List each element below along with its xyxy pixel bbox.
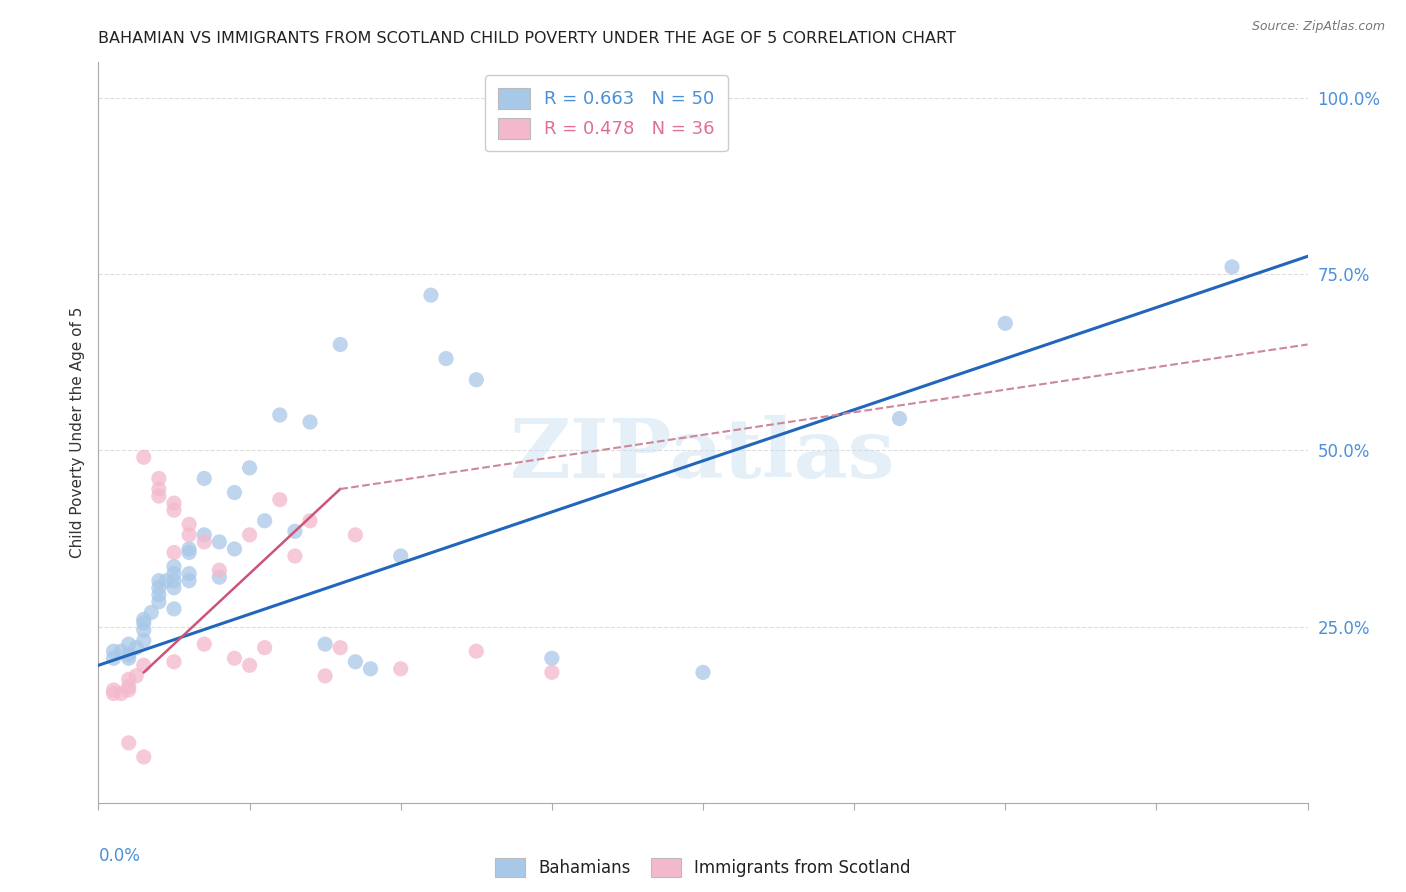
Point (540, 665, 562, 680)
Point (103, 686, 125, 700)
Point (284, 549, 307, 563)
Text: ZIPatlas: ZIPatlas (510, 415, 896, 495)
Point (110, 644, 132, 658)
Point (148, 574, 170, 588)
Point (239, 658, 262, 673)
Point (110, 686, 132, 700)
Point (132, 633, 155, 648)
Point (224, 541, 246, 556)
Point (148, 588, 170, 602)
Point (141, 606, 163, 620)
Point (118, 637, 141, 651)
Point (132, 658, 155, 673)
Point (118, 683, 141, 698)
Point (132, 750, 155, 764)
Point (994, 316, 1017, 330)
Point (163, 545, 186, 559)
Point (208, 535, 231, 549)
Point (420, 288, 443, 302)
Point (118, 651, 141, 665)
Point (103, 644, 125, 658)
Point (314, 669, 336, 683)
Point (284, 524, 307, 539)
Point (179, 517, 201, 532)
Point (179, 574, 201, 588)
Point (329, 337, 352, 351)
Point (179, 545, 201, 559)
Point (253, 640, 276, 655)
Point (132, 623, 155, 637)
Point (163, 503, 186, 517)
Point (163, 559, 186, 574)
Point (103, 651, 125, 665)
Legend: R = 0.663   N = 50, R = 0.478   N = 36: R = 0.663 N = 50, R = 0.478 N = 36 (485, 75, 728, 151)
Point (193, 637, 215, 651)
Point (125, 640, 148, 655)
Text: 0.0%: 0.0% (98, 847, 141, 865)
Legend: Bahamians, Immigrants from Scotland: Bahamians, Immigrants from Scotland (488, 851, 918, 884)
Point (148, 489, 170, 503)
Point (299, 514, 322, 528)
Point (692, 665, 714, 680)
Point (118, 673, 141, 687)
Point (118, 680, 141, 694)
Point (179, 566, 201, 581)
Point (125, 669, 148, 683)
Point (132, 450, 155, 465)
Point (163, 655, 186, 669)
Point (253, 514, 276, 528)
Point (155, 574, 177, 588)
Text: BAHAMIAN VS IMMIGRANTS FROM SCOTLAND CHILD POVERTY UNDER THE AGE OF 5 CORRELATIO: BAHAMIAN VS IMMIGRANTS FROM SCOTLAND CHI… (98, 31, 956, 46)
Point (360, 662, 382, 676)
Point (540, 651, 562, 665)
Point (344, 528, 367, 542)
Point (434, 351, 457, 366)
Point (193, 528, 215, 542)
Point (118, 648, 141, 662)
Point (314, 637, 336, 651)
Point (269, 492, 291, 507)
Point (889, 411, 911, 425)
Point (132, 615, 155, 630)
Point (132, 612, 155, 626)
Point (389, 662, 412, 676)
Point (179, 541, 201, 556)
Point (299, 415, 322, 429)
Point (208, 570, 231, 584)
Point (208, 563, 231, 577)
Point (163, 574, 186, 588)
Point (163, 581, 186, 595)
Point (224, 485, 246, 500)
Point (239, 528, 262, 542)
Point (148, 482, 170, 496)
Point (163, 602, 186, 616)
Point (148, 471, 170, 485)
Point (163, 496, 186, 510)
Point (193, 471, 215, 485)
Point (224, 651, 246, 665)
Point (1220, 260, 1243, 274)
Point (118, 736, 141, 750)
Point (269, 408, 291, 422)
Point (179, 528, 201, 542)
Point (465, 373, 488, 387)
Point (239, 461, 262, 475)
Point (389, 549, 412, 563)
Y-axis label: Child Poverty Under the Age of 5: Child Poverty Under the Age of 5 (69, 307, 84, 558)
Point (465, 644, 488, 658)
Point (103, 683, 125, 698)
Point (163, 566, 186, 581)
Point (344, 655, 367, 669)
Point (148, 595, 170, 609)
Point (329, 640, 352, 655)
Point (148, 581, 170, 595)
Point (193, 535, 215, 549)
Text: Source: ZipAtlas.com: Source: ZipAtlas.com (1251, 20, 1385, 33)
